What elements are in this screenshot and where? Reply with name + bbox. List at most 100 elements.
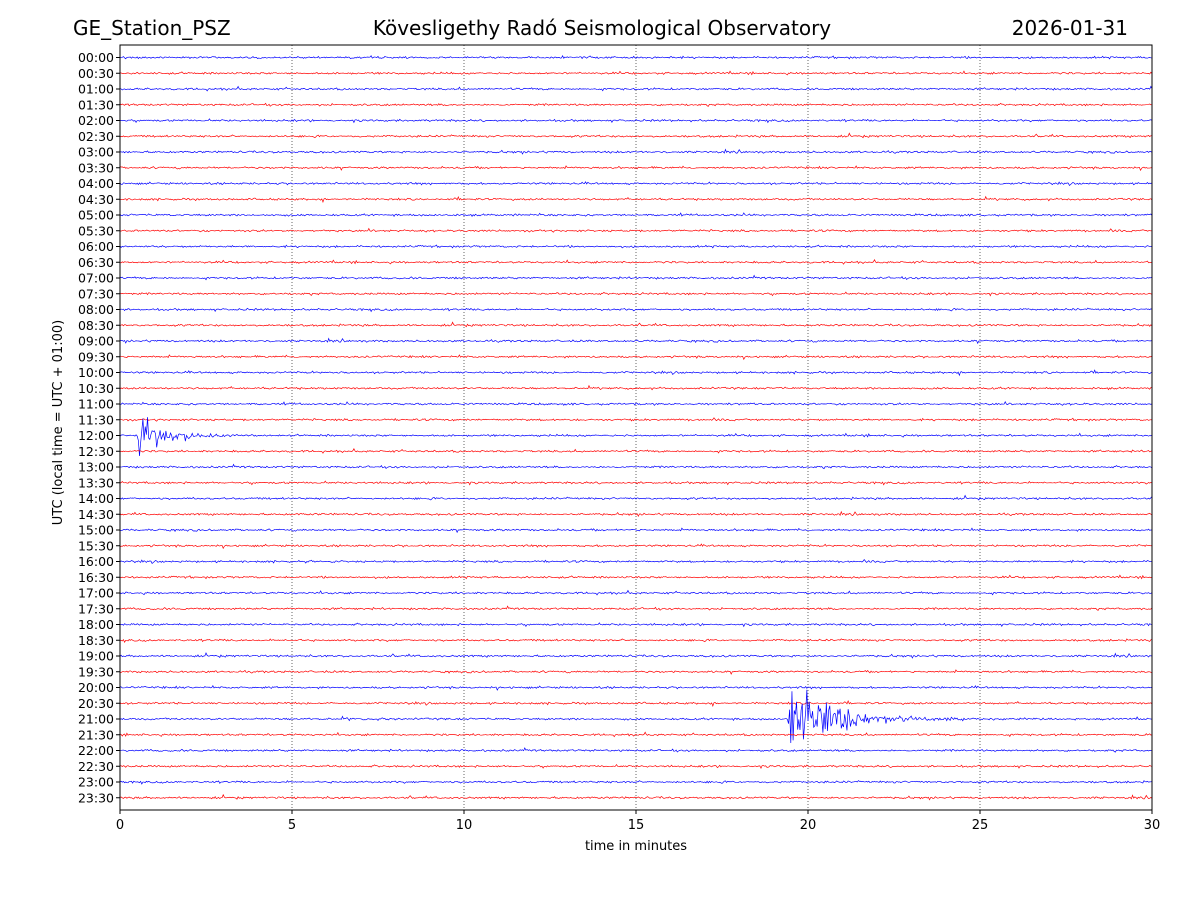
row-time-label: 10:30: [78, 381, 114, 396]
row-time-label: 01:00: [78, 82, 114, 97]
row-time-label: 12:00: [78, 428, 114, 443]
row-time-label: 22:30: [78, 759, 114, 774]
trace-row-0930: [119, 354, 1153, 361]
row-time-label: 22:00: [78, 743, 114, 758]
trace-row-0800: [119, 307, 1153, 313]
row-time-label: 20:00: [78, 680, 114, 695]
trace-row-0700: [119, 274, 1153, 281]
row-time-label: 19:00: [78, 649, 114, 664]
row-time-label: 05:30: [78, 223, 114, 238]
trace-row-1230: [119, 448, 1153, 454]
traces: [119, 54, 1153, 801]
row-time-label: 16:30: [78, 570, 114, 585]
trace-row-0600: [119, 244, 1153, 249]
trace-row-2230: [119, 763, 1153, 769]
trace-row-0400: [119, 181, 1153, 187]
trace-row-2030: [119, 699, 1153, 708]
trace-row-1130: [119, 417, 1153, 422]
row-time-label: 06:30: [78, 255, 114, 270]
x-tick-label: 25: [972, 818, 989, 833]
row-time-label: 03:30: [78, 160, 114, 175]
x-tick-label: 10: [456, 818, 473, 833]
trace-row-0300: [119, 148, 1153, 155]
trace-row-1530: [119, 543, 1153, 550]
trace-row-0430: [119, 195, 1153, 204]
row-time-label: 07:00: [78, 271, 114, 286]
row-time-label: 00:30: [78, 66, 114, 81]
row-time-label: 17:30: [78, 601, 114, 616]
trace-row-2100: [119, 689, 1153, 744]
row-time-label: 12:30: [78, 444, 114, 459]
row-time-label: 00:00: [78, 50, 114, 65]
trace-row-1600: [119, 559, 1153, 565]
row-time-label: 17:00: [78, 586, 114, 601]
trace-row-1830: [119, 638, 1153, 643]
grid-lines: [291, 45, 981, 810]
row-time-label: 01:30: [78, 97, 114, 112]
row-time-label: 02:00: [78, 113, 114, 128]
row-time-label: 18:30: [78, 633, 114, 648]
trace-row-1500: [119, 527, 1153, 534]
trace-row-1300: [119, 463, 1153, 470]
row-time-label: 16:00: [78, 554, 114, 569]
trace-row-1800: [119, 622, 1153, 628]
trace-row-2000: [119, 685, 1153, 691]
row-time-label: 09:00: [78, 334, 114, 349]
row-time-label: 15:30: [78, 538, 114, 553]
row-time-label: 23:30: [78, 790, 114, 805]
trace-row-0100: [119, 85, 1153, 92]
trace-row-1100: [119, 400, 1153, 406]
trace-row-0330: [119, 165, 1153, 172]
row-time-label: 09:30: [78, 349, 114, 364]
row-time-label: 14:00: [78, 491, 114, 506]
trace-row-0830: [119, 321, 1153, 328]
trace-row-1930: [119, 669, 1153, 675]
trace-row-0000: [119, 54, 1153, 60]
row-time-label: 14:30: [78, 507, 114, 522]
trace-row-0030: [119, 70, 1153, 76]
row-time-label: 04:30: [78, 192, 114, 207]
row-time-label: 21:30: [78, 727, 114, 742]
trace-row-1030: [119, 384, 1153, 391]
observatory-title: Kövesligethy Radó Seismological Observat…: [372, 16, 832, 40]
trace-row-0730: [119, 291, 1153, 297]
trace-row-1330: [119, 480, 1153, 486]
x-tick-label: 20: [800, 818, 817, 833]
row-time-label: 21:00: [78, 712, 114, 727]
x-tick-labels: 0 5 10 15 20 25 30: [116, 810, 1160, 833]
trace-row-1000: [119, 369, 1153, 377]
row-time-label: 23:00: [78, 775, 114, 790]
trace-row-2330: [119, 793, 1153, 801]
trace-row-1700: [119, 589, 1153, 596]
trace-row-0200: [119, 118, 1153, 124]
trace-row-1630: [119, 574, 1153, 580]
x-tick-label: 15: [628, 818, 645, 833]
row-time-label: 11:30: [78, 412, 114, 427]
row-time-label: 11:00: [78, 397, 114, 412]
row-time-label: 05:00: [78, 208, 114, 223]
trace-row-1430: [119, 510, 1153, 518]
trace-row-1730: [119, 605, 1153, 611]
row-time-label: 08:30: [78, 318, 114, 333]
date-title: 2026-01-31: [1011, 16, 1128, 40]
row-time-label: 06:00: [78, 239, 114, 254]
row-time-label: 04:00: [78, 176, 114, 191]
row-time-label: 03:00: [78, 145, 114, 160]
trace-row-2300: [119, 780, 1153, 785]
trace-row-1400: [119, 494, 1153, 501]
row-time-label: 10:00: [78, 365, 114, 380]
trace-row-0530: [119, 227, 1153, 233]
row-time-label: 08:00: [78, 302, 114, 317]
row-time-label: 19:30: [78, 664, 114, 679]
trace-row-2200: [119, 747, 1153, 753]
trace-row-0900: [119, 337, 1153, 345]
station-title: GE_Station_PSZ: [73, 16, 231, 40]
trace-row-1900: [119, 652, 1153, 659]
trace-row-0630: [119, 259, 1153, 265]
y-axis-label: UTC (local time = UTC + 01:00): [51, 320, 66, 525]
trace-row-1200: [119, 417, 1153, 457]
trace-row-0500: [119, 212, 1153, 217]
row-time-label: 15:00: [78, 523, 114, 538]
row-time-label: 18:00: [78, 617, 114, 632]
